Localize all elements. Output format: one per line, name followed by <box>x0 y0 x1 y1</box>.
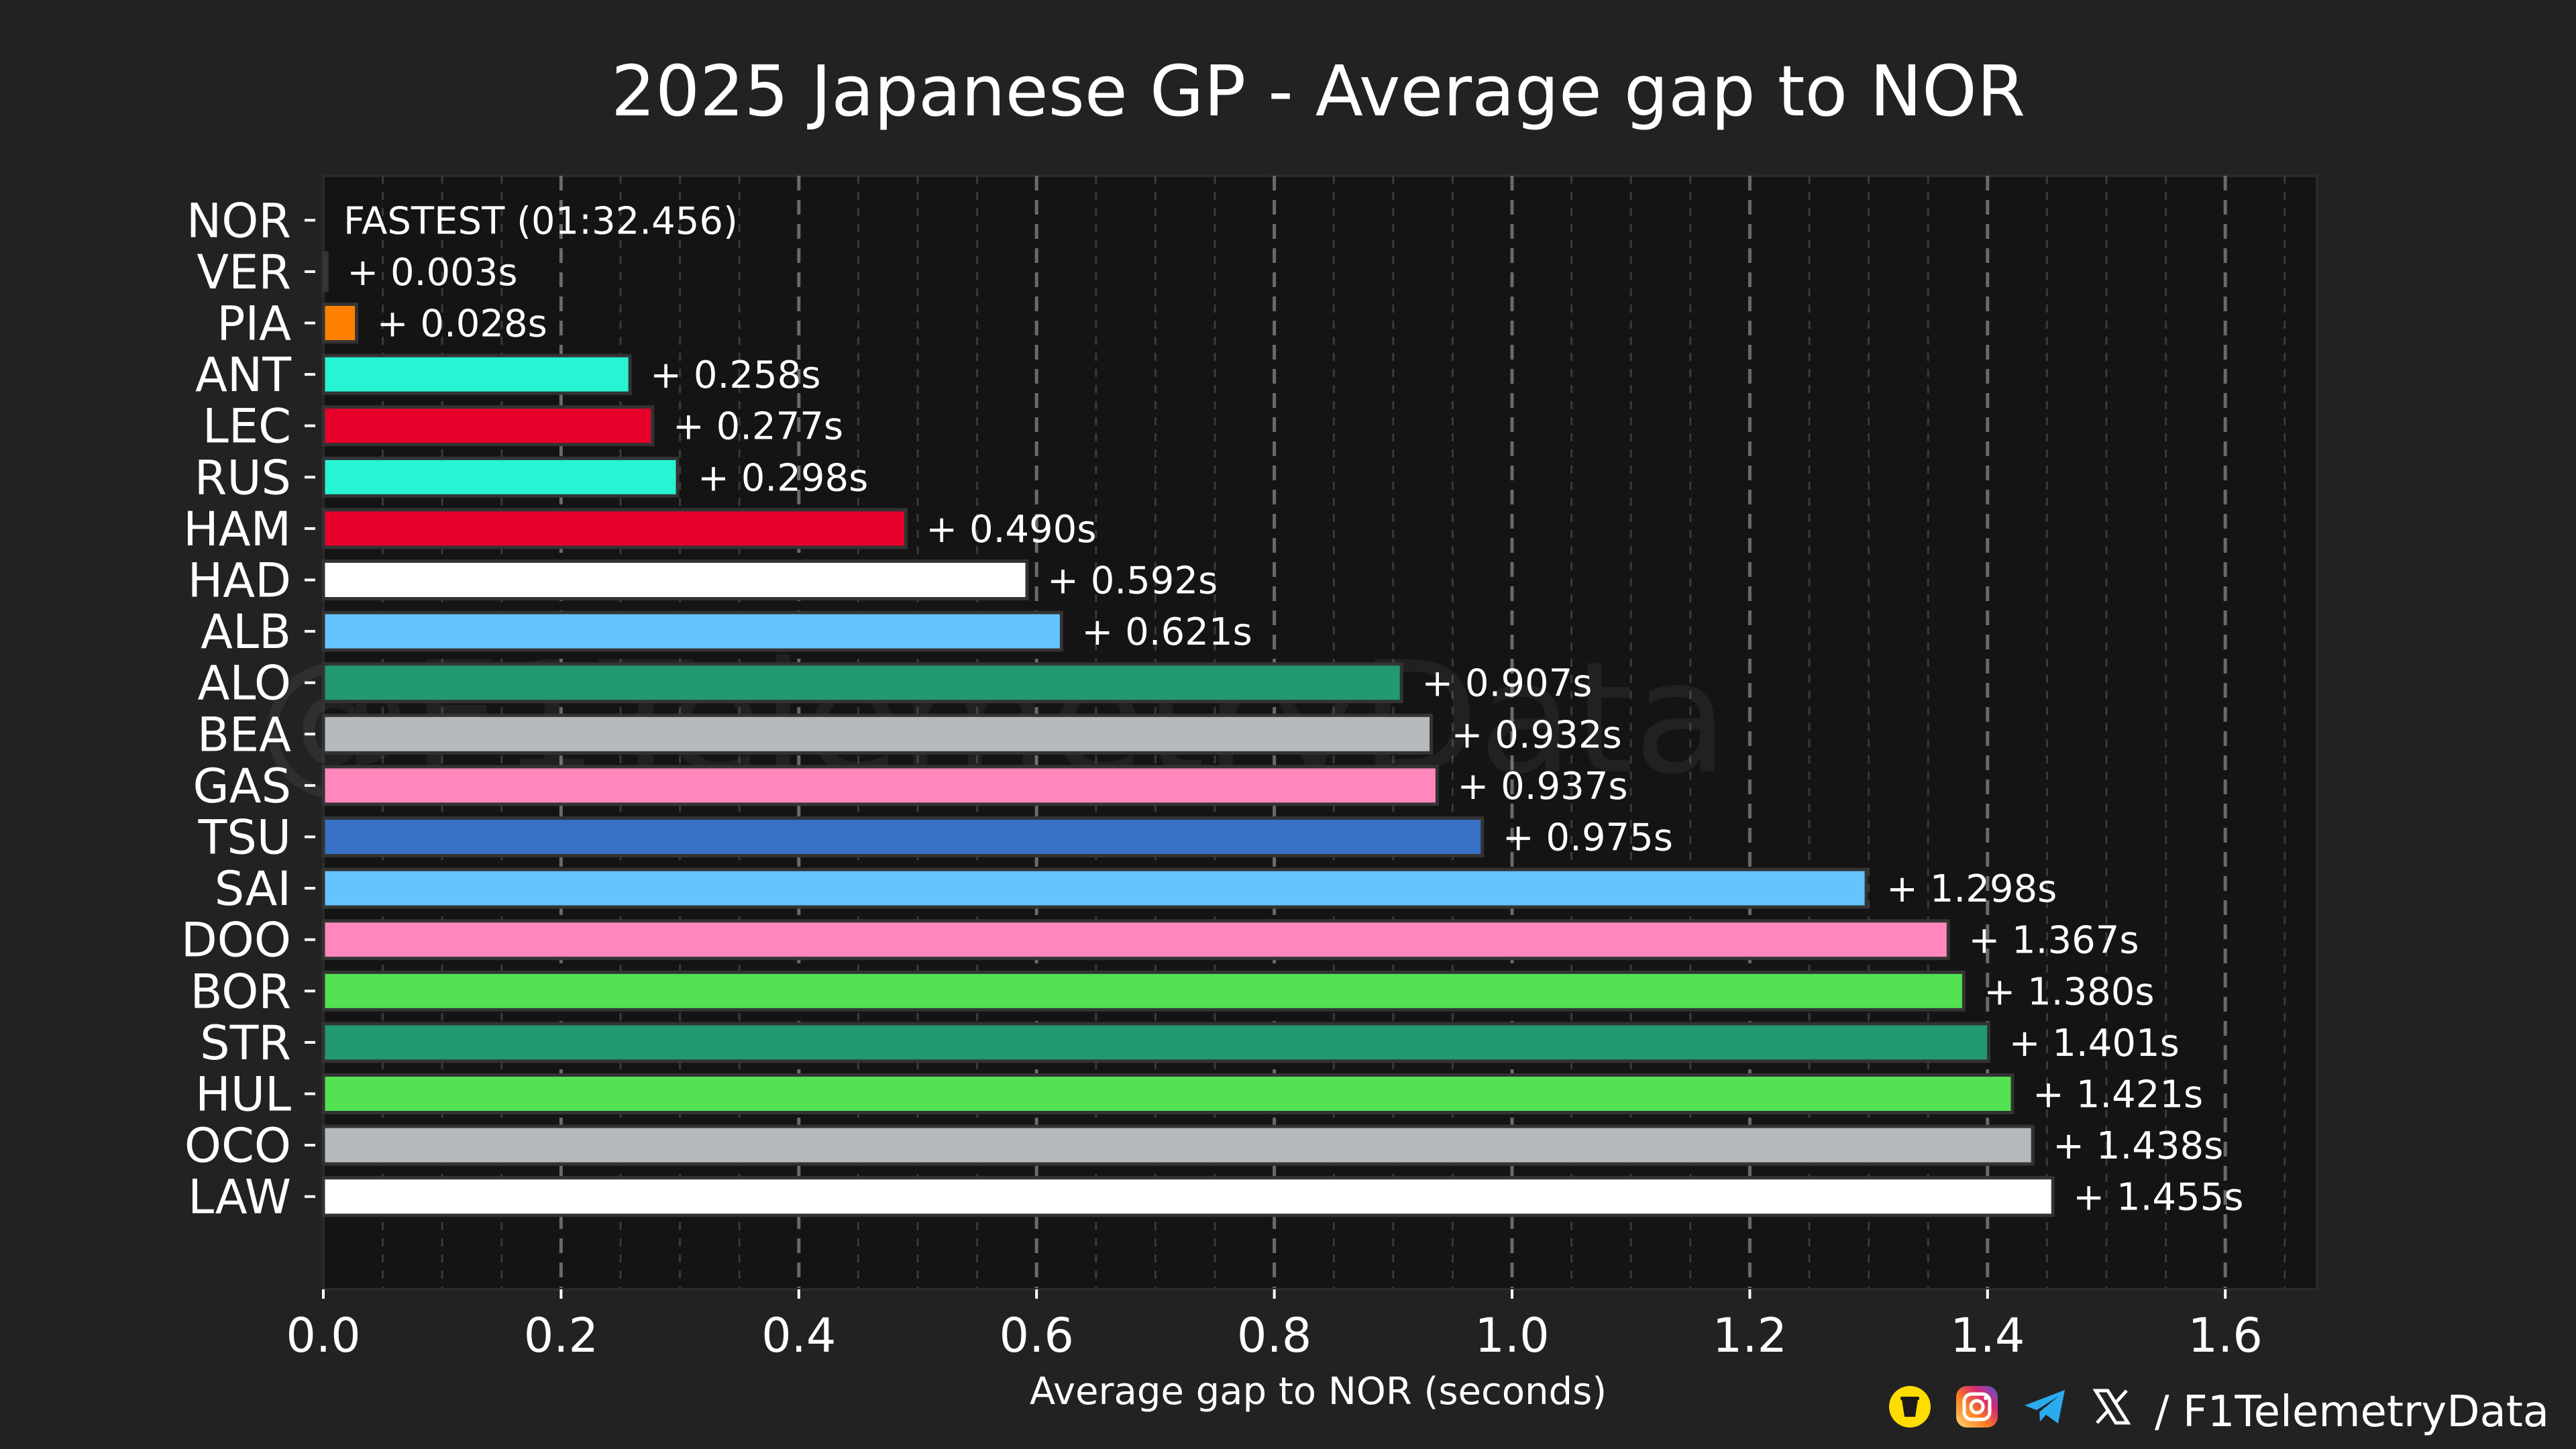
y-tick-label-bea: BEA <box>197 707 291 762</box>
x-tick-label: 1.0 <box>1474 1308 1549 1363</box>
bar-law <box>321 1176 2055 1218</box>
value-label-ver: + 0.003s <box>347 251 517 294</box>
value-label-lec: + 0.277s <box>673 405 843 449</box>
x-axis-label: Average gap to NOR (seconds) <box>1030 1370 1607 1413</box>
value-label-alb: + 0.621s <box>1081 610 1252 654</box>
value-label-law: + 1.455s <box>2073 1176 2243 1220</box>
telegram-icon[interactable] <box>2022 1385 2069 1440</box>
x-axis: 0.0 0.2 0.4 0.6 0.8 1.0 1.2 1.4 1.6 <box>286 1288 2317 1363</box>
x-icon[interactable] <box>2092 1387 2132 1438</box>
value-label-gas: + 0.937s <box>1457 765 1627 808</box>
bar-bor <box>321 970 1966 1012</box>
value-label-tsu: + 0.975s <box>1503 816 1673 860</box>
x-tick-label: 0.0 <box>286 1308 360 1363</box>
bar-hul <box>321 1073 2015 1114</box>
value-label-ham: + 0.490s <box>926 508 1096 551</box>
value-label-str: + 1.401s <box>2009 1022 2180 1065</box>
value-label-nor: FASTEST (01:32.456) <box>343 199 738 243</box>
chart-title: 2025 Japanese GP - Average gap to NOR <box>611 50 2025 132</box>
y-tick-label-gas: GAS <box>193 759 291 814</box>
footer-handle[interactable]: / F1TelemetryData <box>2155 1387 2549 1437</box>
y-tick-label-sai: SAI <box>215 861 291 916</box>
y-tick-label-ver: VER <box>197 245 291 300</box>
value-label-doo: + 1.367s <box>1968 919 2139 963</box>
value-label-bor: + 1.380s <box>1984 970 2154 1014</box>
bar-alo <box>321 662 1403 704</box>
bar-doo <box>321 919 1950 961</box>
bar-alb <box>321 610 1063 652</box>
value-label-oco: + 1.438s <box>2053 1124 2223 1168</box>
value-label-rus: + 0.298s <box>698 456 868 500</box>
y-tick-label-str: STR <box>200 1016 291 1071</box>
bar-lec <box>321 405 655 447</box>
y-tick-label-ham: HAM <box>183 502 291 557</box>
bar-tsu <box>321 816 1485 857</box>
value-label-hul: + 1.421s <box>2033 1073 2203 1117</box>
x-tick-label: 1.6 <box>2188 1308 2263 1363</box>
bar-sai <box>321 867 1868 909</box>
y-tick-label-oco: OCO <box>184 1118 291 1173</box>
x-tick-label: 0.4 <box>761 1308 836 1363</box>
y-tick-label-ant: ANT <box>195 347 291 402</box>
value-label-alo: + 0.907s <box>1421 662 1592 706</box>
bar-pia <box>321 303 359 343</box>
bar-bea <box>321 713 1434 755</box>
value-label-pia: + 0.028s <box>377 303 547 346</box>
value-label-sai: + 1.298s <box>1886 867 2057 911</box>
x-tick-label: 1.4 <box>1950 1308 2025 1363</box>
y-tick-label-hul: HUL <box>195 1067 291 1122</box>
y-tick-label-lec: LEC <box>203 399 291 454</box>
value-label-had: + 0.592s <box>1047 559 1218 603</box>
bar-ver <box>321 251 329 292</box>
y-tick-label-nor: NOR <box>186 193 291 248</box>
bar-had <box>321 559 1029 600</box>
x-tick-label: 1.2 <box>1713 1308 1787 1363</box>
y-tick-label-law: LAW <box>188 1170 291 1225</box>
y-tick-label-had: HAD <box>188 553 291 608</box>
bar-str <box>321 1022 1991 1063</box>
instagram-icon[interactable] <box>1955 1385 1999 1440</box>
y-tick-label-alb: ALB <box>201 604 291 659</box>
x-tick-label: 0.2 <box>524 1308 598 1363</box>
y-tick-label-pia: PIA <box>217 297 291 352</box>
bar-ham <box>321 508 908 549</box>
y-tick-label-doo: DOO <box>181 913 291 968</box>
value-label-bea: + 0.932s <box>1452 713 1622 757</box>
social-footer: / F1TelemetryData <box>1888 1379 2549 1446</box>
value-label-ant: + 0.258s <box>650 354 820 397</box>
bar-oco <box>321 1124 2035 1166</box>
bar-ant <box>321 354 632 395</box>
bar-rus <box>321 456 680 498</box>
y-tick-label-rus: RUS <box>195 450 291 505</box>
x-tick-label: 0.6 <box>1000 1308 1074 1363</box>
y-tick-label-tsu: TSU <box>198 810 291 865</box>
y-tick-label-bor: BOR <box>190 964 291 1019</box>
x-tick-label: 0.8 <box>1237 1308 1311 1363</box>
bar-gas <box>321 765 1439 806</box>
buymeacoffee-icon[interactable] <box>1888 1385 1932 1440</box>
y-tick-label-alo: ALO <box>198 656 292 711</box>
bars: NOR FASTEST (01:32.456) VER + 0.003s PIA + 0.… <box>181 193 2244 1224</box>
